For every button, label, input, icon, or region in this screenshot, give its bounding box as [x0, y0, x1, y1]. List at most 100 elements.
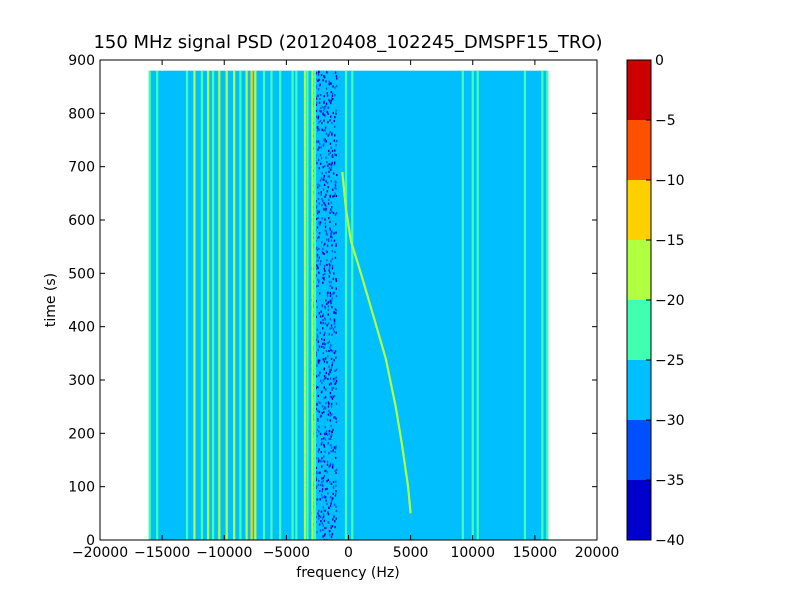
noise-speckle: [317, 417, 319, 421]
noise-speckle: [328, 409, 330, 412]
noise-speckle: [335, 231, 337, 234]
noise-speckle: [329, 211, 331, 214]
noise-speckle: [312, 184, 315, 187]
noise-speckle: [330, 526, 332, 530]
noise-speckle: [317, 483, 320, 486]
signal-line: [206, 70, 210, 540]
noise-speckle: [324, 469, 326, 472]
noise-speckle: [327, 492, 329, 495]
noise-speckle: [329, 271, 331, 274]
noise-speckle: [320, 310, 322, 313]
noise-speckle: [316, 265, 319, 268]
noise-speckle: [332, 98, 334, 101]
noise-speckle: [318, 221, 320, 224]
noise-speckle: [330, 101, 332, 105]
noise-speckle: [323, 534, 326, 537]
noise-speckle: [316, 209, 319, 212]
noise-speckle: [318, 140, 320, 143]
noise-speckle: [322, 459, 324, 463]
noise-speckle: [329, 377, 332, 380]
noise-speckle: [317, 460, 320, 463]
noise-speckle: [317, 386, 319, 389]
noise-speckle: [321, 522, 323, 525]
noise-speckle: [329, 411, 331, 415]
noise-speckle: [334, 153, 336, 156]
noise-speckle: [325, 430, 328, 433]
noise-speckle: [327, 238, 330, 241]
noise-speckle: [323, 264, 326, 267]
noise-speckle: [327, 164, 329, 167]
noise-speckle: [321, 121, 323, 125]
noise-speckle: [315, 338, 318, 341]
noise-speckle: [322, 314, 324, 318]
noise-speckle: [320, 191, 322, 194]
noise-speckle: [321, 411, 323, 415]
noise-speckle: [335, 468, 338, 472]
noise-speckle: [335, 417, 337, 420]
noise-speckle: [320, 156, 323, 160]
noise-speckle: [322, 252, 324, 255]
noise-speckle: [334, 116, 336, 119]
signal-line: [270, 70, 273, 540]
noise-speckle: [335, 74, 338, 78]
noise-speckle: [331, 264, 334, 267]
noise-speckle: [327, 355, 329, 358]
noise-speckle: [335, 331, 337, 334]
noise-speckle: [316, 264, 318, 267]
noise-speckle: [324, 114, 326, 117]
noise-speckle: [329, 291, 332, 295]
noise-speckle: [325, 209, 327, 212]
noise-speckle: [315, 205, 318, 208]
noise-speckle: [322, 327, 324, 330]
noise-speckle: [316, 531, 318, 534]
noise-speckle: [329, 480, 331, 484]
noise-speckle: [335, 379, 338, 383]
noise-speckle: [323, 109, 325, 112]
noise-speckle: [323, 178, 325, 181]
noise-speckle: [334, 377, 336, 380]
noise-speckle: [325, 371, 328, 375]
noise-speckle: [334, 184, 337, 187]
noise-speckle: [327, 378, 329, 381]
noise-speckle: [325, 469, 327, 472]
noise-speckle: [318, 448, 320, 451]
noise-speckle: [321, 197, 323, 200]
x-tick-label: 20000: [575, 545, 620, 561]
noise-speckle: [322, 352, 324, 355]
noise-speckle: [315, 486, 317, 489]
noise-speckle: [327, 175, 329, 178]
noise-speckle: [322, 322, 325, 325]
noise-speckle: [330, 232, 332, 235]
noise-speckle: [329, 195, 332, 198]
noise-speckle: [334, 181, 337, 185]
noise-speckle: [331, 430, 333, 433]
noise-speckle: [325, 401, 327, 405]
noise-speckle: [328, 217, 330, 220]
colorbar-segment: [627, 480, 651, 540]
noise-speckle: [328, 383, 331, 386]
noise-speckle: [335, 471, 337, 474]
noise-speckle: [322, 112, 324, 115]
noise-speckle: [319, 529, 322, 532]
noise-speckle: [320, 414, 322, 417]
noise-speckle: [321, 128, 323, 131]
noise-speckle: [316, 472, 318, 475]
noise-speckle: [322, 358, 325, 361]
signal-line: [291, 70, 294, 540]
noise-speckle: [334, 256, 337, 259]
noise-speckle: [315, 407, 317, 410]
noise-speckle: [333, 380, 335, 383]
noise-speckle: [333, 163, 336, 166]
noise-speckle: [331, 250, 334, 253]
colorbar-ticks: −40 −35 −30 −25 −20 −15 −10 −5 0: [646, 53, 685, 549]
noise-speckle: [318, 425, 320, 428]
signal-line: [279, 70, 282, 540]
signal-line: [193, 70, 196, 540]
noise-speckle: [326, 324, 328, 327]
noise-speckle: [328, 365, 330, 368]
noise-speckle: [330, 444, 332, 447]
noise-speckle: [324, 426, 326, 429]
noise-speckle: [332, 377, 335, 381]
noise-speckle: [315, 71, 318, 75]
noise-speckle: [317, 450, 320, 453]
